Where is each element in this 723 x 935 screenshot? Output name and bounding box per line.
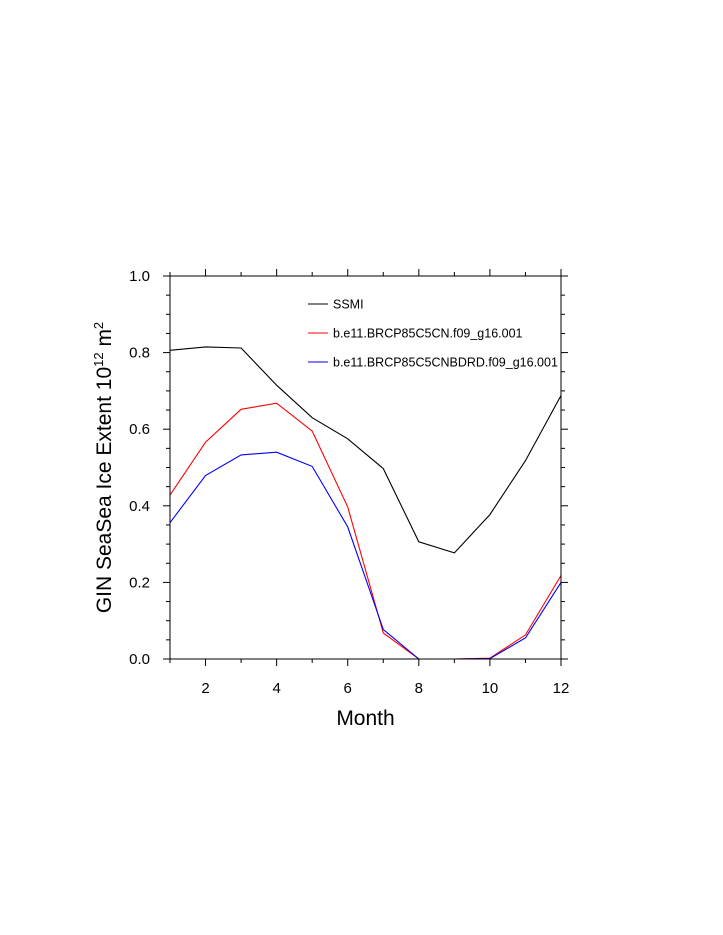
- series-line: [169, 346, 562, 554]
- x-tick-label: 2: [201, 680, 209, 697]
- x-tick-label: 8: [415, 680, 423, 697]
- legend-label: SSMI: [333, 298, 364, 312]
- x-tick-label: 10: [482, 680, 499, 697]
- legend-label: b.e11.BRCP85C5CNBDRD.f09_g16.001: [333, 356, 558, 370]
- legend: SSMI b.e11.BRCP85C5CN.f09_g16.001 b.e11.BR…: [308, 298, 558, 370]
- y-axis-title-unit-exponent: 2: [91, 322, 106, 329]
- y-tick-label: 0.0: [129, 651, 150, 668]
- x-tick-label: 6: [344, 680, 352, 697]
- legend-label: b.e11.BRCP85C5CN.f09_g16.001: [333, 327, 523, 341]
- y-axis-title-exponent: 12: [91, 352, 106, 366]
- x-tick-label: 12: [553, 680, 570, 697]
- y-axis-title: GIN SeaSea Ice Extent 1012 m2: [91, 322, 116, 613]
- series-line: [169, 451, 562, 660]
- y-tick-label: 0.8: [129, 345, 150, 362]
- x-tick-label: 4: [272, 680, 280, 697]
- y-axis-title-unit: m: [93, 329, 116, 352]
- plot-lines: [169, 346, 562, 660]
- tick-labels: 2 4 6 8 10 12 0.0 0.2 0.4 0.6 0.8 1.0: [129, 268, 569, 697]
- x-axis-title: Month: [336, 707, 394, 730]
- y-tick-label: 0.2: [129, 574, 150, 591]
- y-tick-label: 0.6: [129, 421, 150, 438]
- y-tick-label: 0.4: [129, 498, 150, 515]
- series-line: [169, 402, 562, 660]
- axis-ticks: [163, 269, 568, 666]
- y-tick-label: 1.0: [129, 268, 150, 285]
- y-axis-title-prefix: GIN SeaSea Ice Extent 10: [93, 367, 116, 613]
